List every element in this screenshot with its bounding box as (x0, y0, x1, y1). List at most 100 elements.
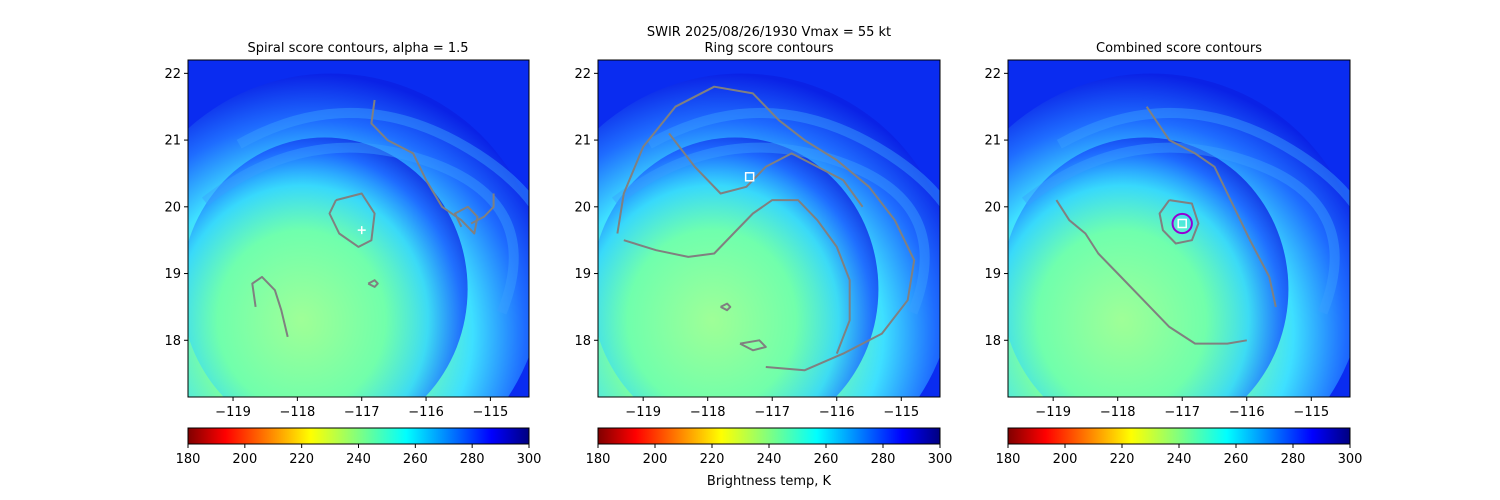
spiral-center-marker (357, 226, 366, 235)
center-markers (744, 172, 755, 182)
colorbar-tick-label: 220 (700, 452, 725, 467)
colorbar-tick-label: 260 (814, 452, 839, 467)
plot-frame (187, 59, 530, 398)
colorbar-1: 180 200 220 240 260 280 300 (586, 427, 953, 467)
x-tick-labels: −119 −118 −117 −116 −115 (1035, 397, 1329, 420)
colorbar-tick-label: 200 (643, 452, 668, 467)
colorbar-tick-label: 240 (757, 452, 782, 467)
plot-frame (1007, 59, 1351, 398)
y-tick-label: 18 (164, 334, 181, 349)
y-tick-label: 22 (164, 67, 181, 82)
y-tick-label: 20 (574, 200, 591, 215)
colorbar-tick-label: 260 (1224, 452, 1249, 467)
center-markers (1171, 212, 1193, 235)
y-tick-label: 21 (574, 134, 591, 149)
y-tick-label: 18 (984, 334, 1001, 349)
colorbar-gradient (1007, 427, 1351, 445)
colorbar-tick-label: 200 (232, 452, 257, 467)
panel-spiral: Spiral score contours, alpha = 1.5 −119−… (164, 41, 530, 420)
score-contour-line (470, 193, 495, 225)
y-tick-label: 21 (984, 134, 1001, 149)
score-contour-line (251, 275, 289, 338)
score-contours (251, 99, 495, 338)
y-tick-label: 18 (574, 334, 591, 349)
score-contour-line (739, 339, 767, 352)
colorbar-tick-label: 240 (1167, 452, 1192, 467)
score-contour-line (1158, 199, 1200, 245)
cloud-band (646, 107, 940, 208)
colorbar-tick-label: 280 (460, 452, 485, 467)
score-contour-line (1055, 199, 1247, 345)
colorbar-tick-label: 300 (517, 452, 542, 467)
x-tick-label: −119 (625, 405, 661, 420)
x-tick-label: −116 (408, 405, 444, 420)
colorbar-tick-label: 260 (403, 452, 428, 467)
score-contours (616, 85, 916, 372)
combined-center-circle (1171, 212, 1193, 235)
plot-frame (597, 59, 941, 398)
colorbar-tick-label: 220 (1110, 452, 1135, 467)
cloud-band (201, 142, 519, 315)
colorbar-tick-label: 300 (928, 452, 953, 467)
x-tick-label: −118 (1100, 405, 1136, 420)
panel-title: Combined score contours (1096, 41, 1262, 56)
colorbars: 180 200 220 240 260 280 300 180 200 220 240 260 280 3… (176, 427, 1363, 467)
brightness-field (598, 60, 940, 397)
colorbar-tick-label: 280 (1281, 452, 1306, 467)
x-tick-label: −115 (883, 405, 919, 420)
y-tick-labels: 18 19 20 21 22 (984, 67, 1008, 349)
center-markers (357, 226, 366, 235)
x-tick-label: −119 (1035, 405, 1071, 420)
score-contours (1055, 106, 1277, 345)
score-contour-line (370, 99, 479, 235)
x-tick-label: −116 (819, 405, 855, 420)
x-tick-label: −118 (280, 405, 316, 420)
score-contour-line (1145, 106, 1277, 308)
x-tick-label: −117 (1164, 405, 1200, 420)
score-contour-line (668, 132, 864, 208)
colorbar-tick-label: 300 (1338, 452, 1363, 467)
y-tick-labels: 18 19 20 21 22 (164, 67, 188, 349)
x-tick-labels: −119 −118 −117 −116 −115 (625, 397, 919, 420)
score-contour-line (616, 85, 916, 372)
x-tick-labels: −119 −118 −117 −116 −115 (215, 397, 508, 420)
brightness-field (1008, 60, 1350, 397)
ring-center-marker (1177, 218, 1187, 229)
storm-warm-core (1008, 137, 1289, 397)
score-contour-line (328, 192, 376, 248)
y-tick-label: 20 (164, 200, 181, 215)
cloud-band (236, 107, 529, 208)
panel-title: Spiral score contours, alpha = 1.5 (247, 41, 468, 56)
x-tick-label: −115 (1293, 405, 1329, 420)
cloud-band (1056, 107, 1350, 208)
x-tick-label: −117 (754, 405, 790, 420)
score-contour-line (367, 279, 379, 288)
storm-warm-core (188, 137, 468, 397)
y-tick-label: 20 (984, 200, 1001, 215)
cloud-band (1022, 142, 1340, 315)
colorbar-0: 180 200 220 240 260 280 300 (176, 427, 542, 467)
colorbar-tick-label: 180 (996, 452, 1021, 467)
y-tick-label: 19 (164, 267, 181, 282)
colorbar-tick-label: 220 (289, 452, 314, 467)
x-tick-label: −116 (1229, 405, 1265, 420)
panel-combined: Combined score contours −119 −118 −117 −116… (984, 41, 1351, 420)
colorbar-gradient (187, 427, 530, 445)
y-tick-label: 21 (164, 134, 181, 149)
panel-title: Ring score contours (704, 41, 833, 56)
x-tick-label: −115 (473, 405, 509, 420)
score-contour-line (720, 302, 732, 312)
y-tick-label: 19 (574, 267, 591, 282)
colorbar-tick-label: 180 (586, 452, 611, 467)
storm-warm-core (598, 137, 879, 397)
brightness-field (188, 60, 529, 397)
y-tick-labels: 18 19 20 21 22 (574, 67, 598, 349)
y-tick-label: 22 (984, 67, 1001, 82)
colorbar-gradient (597, 427, 941, 445)
colorbar-tick-label: 180 (176, 452, 201, 467)
x-tick-label: −119 (215, 405, 251, 420)
colorbar-tick-label: 240 (346, 452, 371, 467)
x-tick-label: −117 (344, 405, 380, 420)
x-tick-label: −118 (690, 405, 726, 420)
